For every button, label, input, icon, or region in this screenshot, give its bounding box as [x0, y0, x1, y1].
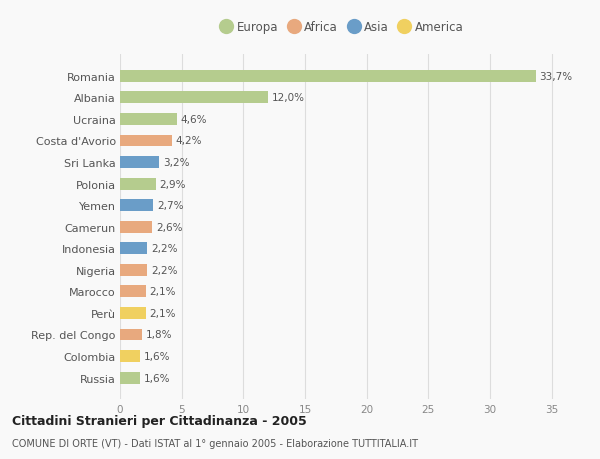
Text: 2,9%: 2,9%	[160, 179, 186, 189]
Text: 1,6%: 1,6%	[143, 351, 170, 361]
Legend: Europa, Africa, Asia, America: Europa, Africa, Asia, America	[215, 16, 469, 39]
Text: 1,8%: 1,8%	[146, 330, 172, 340]
Text: Cittadini Stranieri per Cittadinanza - 2005: Cittadini Stranieri per Cittadinanza - 2…	[12, 414, 307, 428]
Text: COMUNE DI ORTE (VT) - Dati ISTAT al 1° gennaio 2005 - Elaborazione TUTTITALIA.IT: COMUNE DI ORTE (VT) - Dati ISTAT al 1° g…	[12, 438, 418, 448]
Bar	[120, 71, 536, 83]
Bar	[120, 200, 154, 212]
Text: 2,7%: 2,7%	[157, 201, 184, 211]
Bar	[120, 243, 147, 255]
Bar	[120, 221, 152, 233]
Bar	[120, 372, 140, 384]
Text: 2,1%: 2,1%	[149, 287, 176, 297]
Bar	[120, 264, 147, 276]
Bar	[120, 92, 268, 104]
Bar	[120, 114, 177, 126]
Bar	[120, 350, 140, 362]
Text: 4,2%: 4,2%	[176, 136, 202, 146]
Bar	[120, 329, 142, 341]
Bar	[120, 308, 146, 319]
Bar	[120, 135, 172, 147]
Text: 2,6%: 2,6%	[156, 222, 182, 232]
Bar	[120, 157, 160, 168]
Bar	[120, 178, 156, 190]
Text: 1,6%: 1,6%	[143, 373, 170, 383]
Text: 3,2%: 3,2%	[163, 158, 190, 168]
Text: 12,0%: 12,0%	[272, 93, 305, 103]
Text: 4,6%: 4,6%	[181, 115, 207, 125]
Text: 33,7%: 33,7%	[539, 72, 572, 82]
Bar	[120, 286, 146, 297]
Text: 2,2%: 2,2%	[151, 244, 178, 254]
Text: 2,2%: 2,2%	[151, 265, 178, 275]
Text: 2,1%: 2,1%	[149, 308, 176, 318]
